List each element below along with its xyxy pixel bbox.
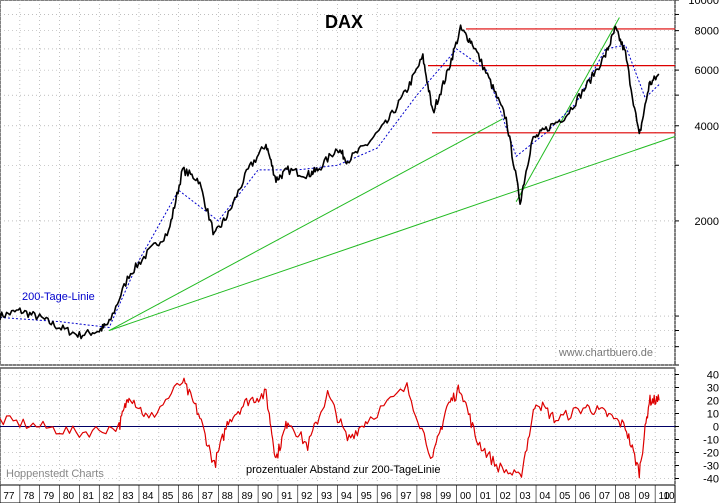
y-tick-label: 6000: [695, 65, 719, 77]
dax-price-line: [0, 24, 660, 340]
x-tick-label: 82: [103, 491, 115, 502]
y-tick-label: 30: [707, 383, 719, 395]
x-tick-label: 06: [579, 491, 591, 502]
y-tick-label: 10: [707, 409, 719, 421]
x-tick-label: 95: [361, 491, 373, 502]
trend-line: [108, 118, 503, 331]
x-tick-label: 03: [520, 491, 532, 502]
y-tick-label: 0: [713, 422, 719, 434]
x-axis: 77 78 79 80 81 82 83 84 85 86 87 88 89 90 91 92 93 94 95 96…: [0, 485, 676, 503]
upper-y-axis: 2000 4000 6000 8000 10000: [675, 0, 719, 366]
upper-panel-frame: [0, 0, 676, 366]
x-tick-label: 97: [400, 491, 412, 502]
ma200-legend: 200-Tage-Linie: [22, 291, 95, 303]
x-tick-label: 85: [162, 491, 174, 502]
trend-lines: [108, 17, 676, 331]
ma200-line: [0, 44, 660, 329]
y-tick-label: -10: [703, 435, 719, 447]
x-tick-label: 96: [381, 491, 393, 502]
x-tick-label: 79: [43, 491, 55, 502]
y-tick-label: 8000: [695, 26, 719, 38]
x-tick-label: 04: [539, 491, 551, 502]
x-tick-label: 93: [321, 491, 333, 502]
x-tick-label: 84: [142, 491, 154, 502]
x-tick-label: 02: [500, 491, 512, 502]
watermark: www.chartbuero.de: [558, 347, 653, 359]
x-tick-label: 87: [202, 491, 214, 502]
y-tick-label: -20: [703, 448, 719, 460]
resistance-support-lines: [428, 28, 675, 134]
x-tick-label: 99: [440, 491, 452, 502]
x-tick-label: 92: [301, 491, 313, 502]
y-tick-label: 2000: [695, 216, 719, 228]
x-tick-label: 81: [83, 491, 95, 502]
x-tick-label: 08: [619, 491, 631, 502]
x-tick-label: 05: [559, 491, 571, 502]
y-tick-label: 4000: [695, 121, 719, 133]
y-tick-label: 40: [707, 370, 719, 382]
x-tick-label: 91: [281, 491, 293, 502]
y-tick-label: -40: [703, 474, 719, 486]
deviation-line: [0, 377, 660, 479]
x-tick-label: 09: [639, 491, 651, 502]
x-tick-label: 89: [242, 491, 254, 502]
trend-line: [109, 135, 676, 331]
trend-line: [515, 17, 620, 202]
chart-title: DAX: [325, 12, 363, 32]
x-tick-label: 10: [659, 491, 671, 502]
y-tick-label: 20: [707, 396, 719, 408]
y-tick-label: -30: [703, 461, 719, 473]
x-tick-label: 98: [420, 491, 432, 502]
x-tick-label: 90: [261, 491, 273, 502]
y-tick-label: 10000: [688, 0, 719, 7]
x-tick-label: 86: [182, 491, 194, 502]
x-tick-label: 10: [663, 491, 675, 502]
x-tick-label: 80: [63, 491, 75, 502]
x-tick-label: 01: [480, 491, 492, 502]
x-tick-label: 94: [341, 491, 353, 502]
deviation-label: prozentualer Abstand zur 200-TageLinie: [246, 464, 440, 476]
x-tick-label: 77: [3, 491, 15, 502]
source-label: Hoppenstedt Charts: [6, 468, 104, 480]
x-tick-label: 83: [122, 491, 134, 502]
x-tick-label: 88: [222, 491, 234, 502]
x-tick-label: 78: [23, 491, 35, 502]
x-tick-label: 00: [460, 491, 472, 502]
x-tick-label: 07: [599, 491, 611, 502]
